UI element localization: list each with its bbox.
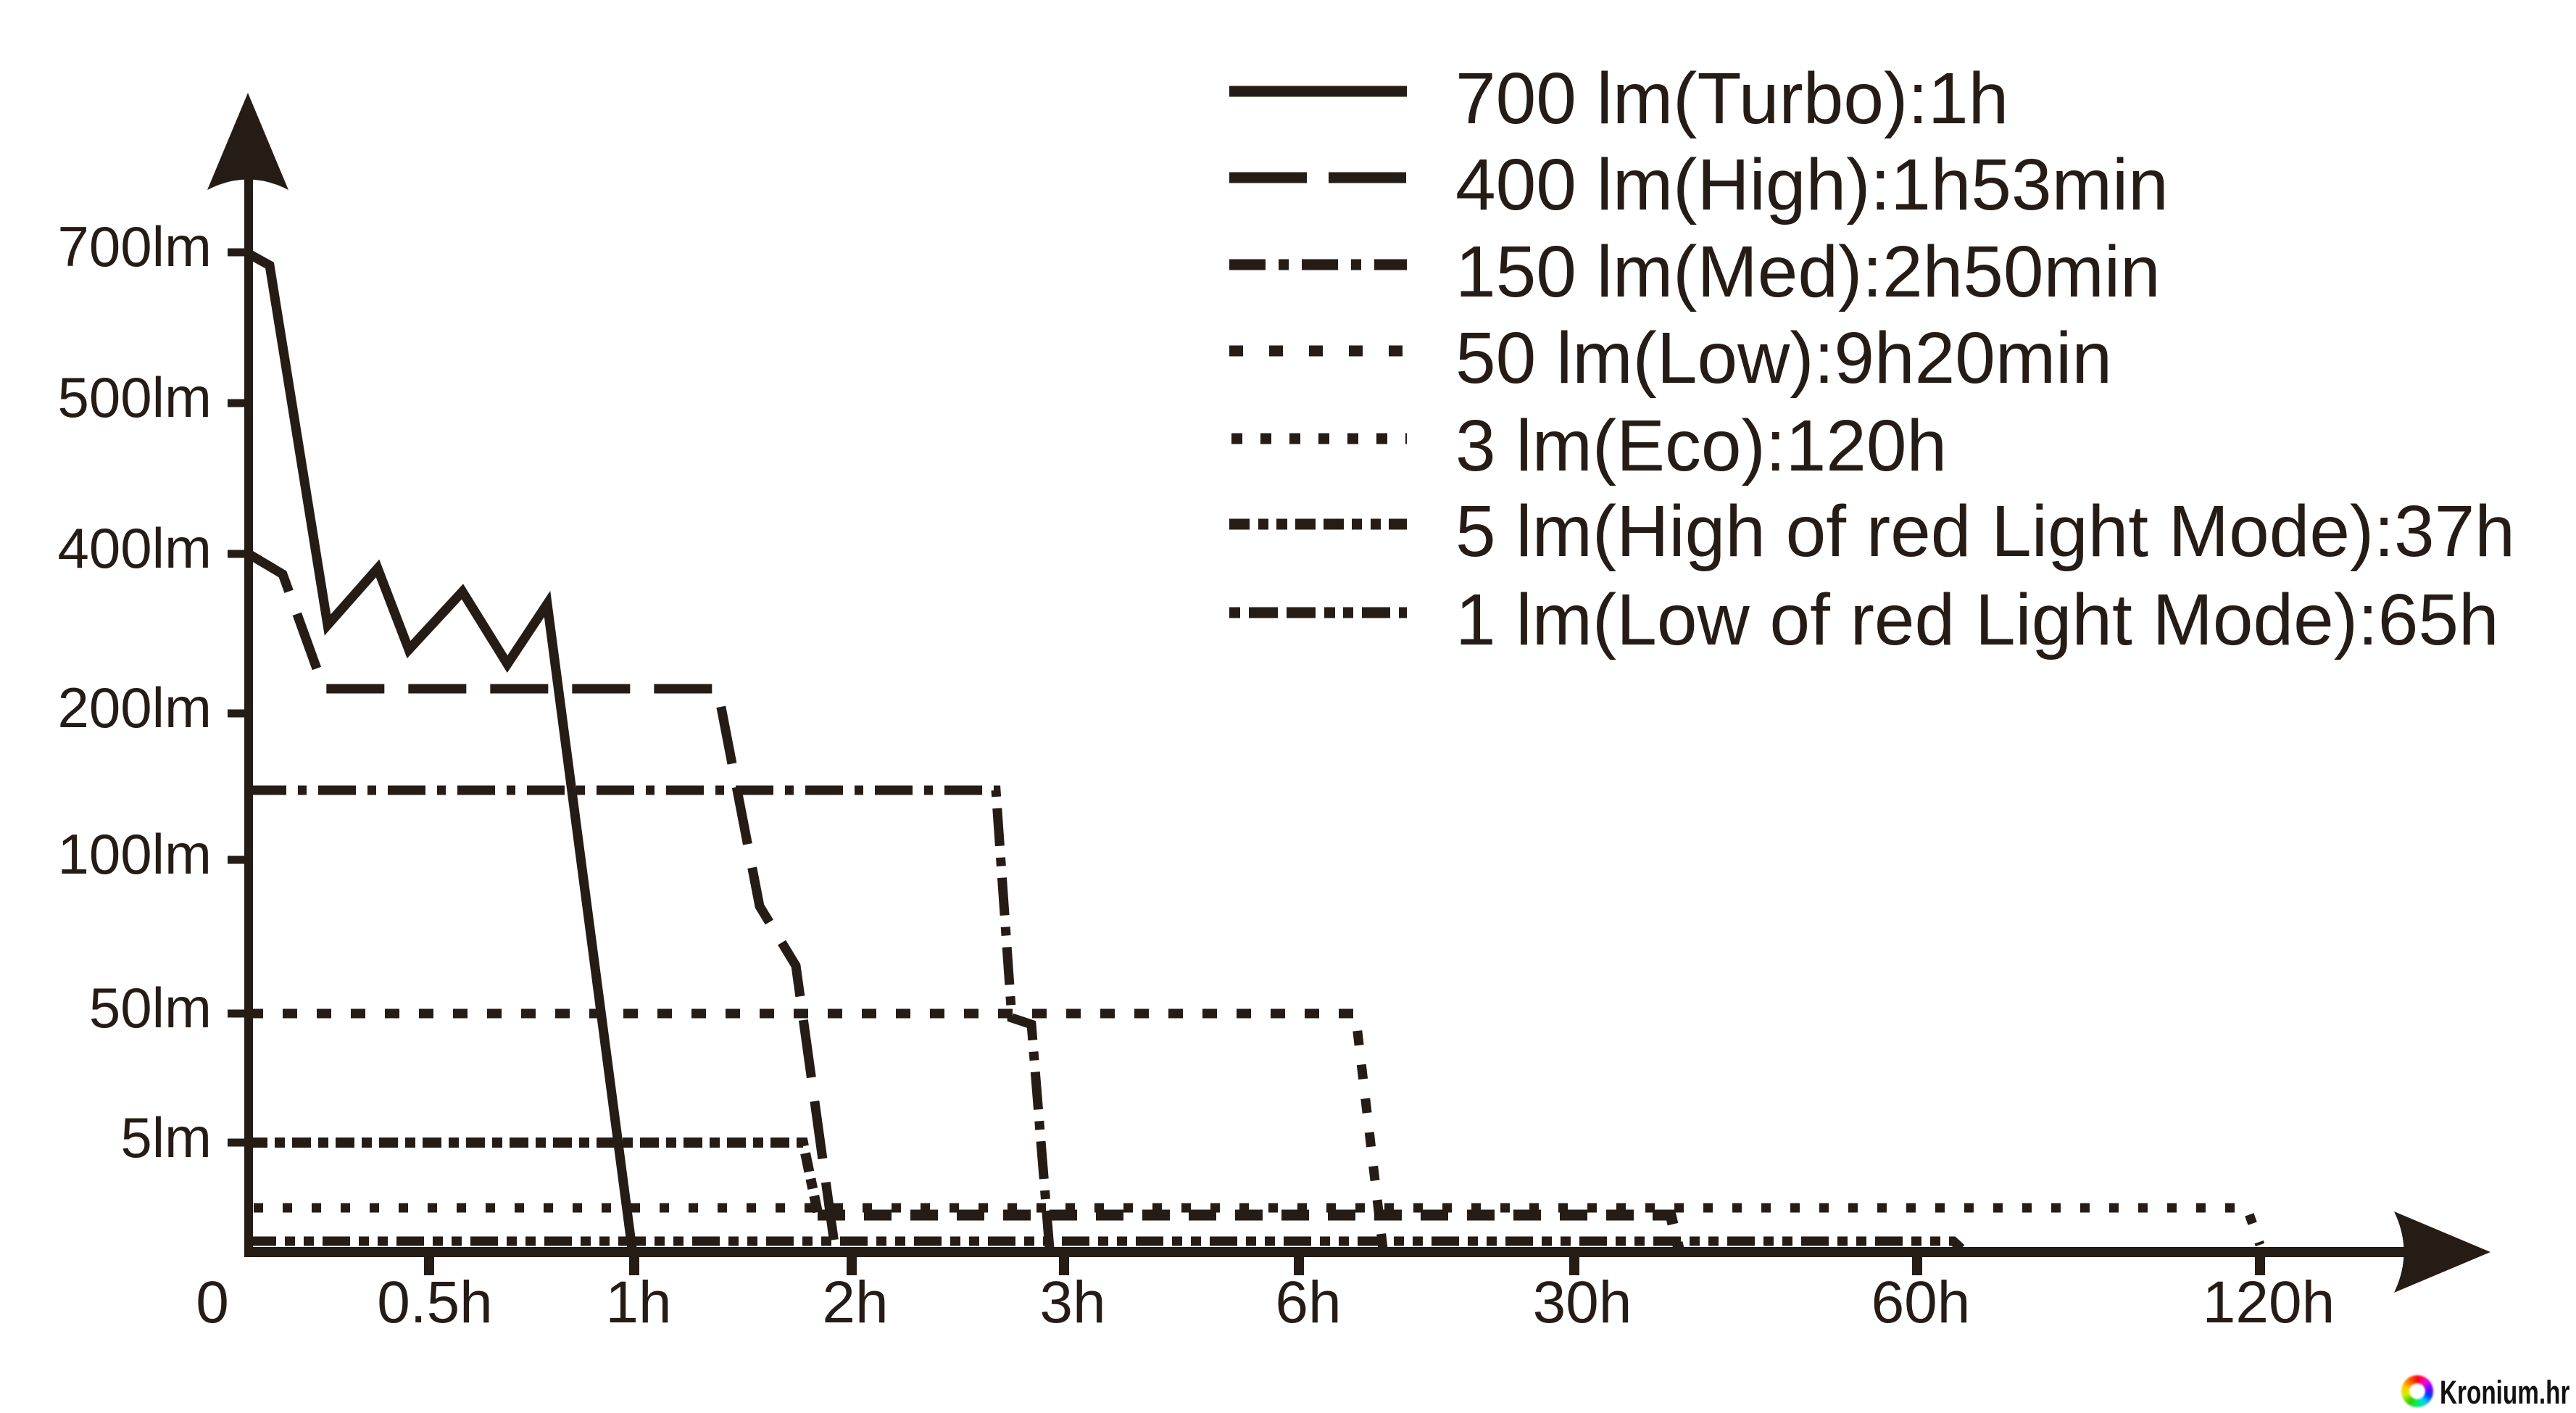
svg-text:5lm: 5lm bbox=[120, 1106, 212, 1169]
svg-text:200lm: 200lm bbox=[58, 676, 212, 739]
svg-text:Kronium.hr: Kronium.hr bbox=[2440, 1375, 2569, 1411]
svg-text:3h: 3h bbox=[1039, 1269, 1105, 1335]
svg-text:120h: 120h bbox=[2203, 1269, 2335, 1335]
svg-text:0: 0 bbox=[196, 1269, 229, 1335]
svg-text:150 lm(Med):2h50min: 150 lm(Med):2h50min bbox=[1455, 231, 2161, 312]
svg-text:6h: 6h bbox=[1275, 1269, 1341, 1335]
svg-text:700 lm(Turbo):1h: 700 lm(Turbo):1h bbox=[1455, 58, 2008, 139]
svg-text:100lm: 100lm bbox=[58, 822, 212, 886]
svg-text:700lm: 700lm bbox=[58, 215, 212, 278]
svg-text:30h: 30h bbox=[1533, 1269, 1632, 1335]
svg-text:50 lm(Low):9h20min: 50 lm(Low):9h20min bbox=[1455, 318, 2112, 399]
svg-text:500lm: 500lm bbox=[58, 365, 212, 429]
svg-text:400lm: 400lm bbox=[58, 516, 212, 580]
svg-text:0.5h: 0.5h bbox=[377, 1269, 493, 1335]
svg-text:50lm: 50lm bbox=[89, 976, 212, 1040]
svg-text:2h: 2h bbox=[822, 1269, 888, 1335]
svg-text:5 lm(High of red Light Mode):3: 5 lm(High of red Light Mode):37h bbox=[1455, 491, 2515, 572]
svg-text:1h: 1h bbox=[605, 1269, 671, 1335]
svg-text:400 lm(High):1h53min: 400 lm(High):1h53min bbox=[1455, 144, 2169, 225]
svg-text:3 lm(Eco):120h: 3 lm(Eco):120h bbox=[1455, 405, 1947, 486]
svg-text:1 lm(Low of red Light Mode):65: 1 lm(Low of red Light Mode):65h bbox=[1455, 579, 2499, 660]
svg-text:60h: 60h bbox=[1871, 1269, 1971, 1335]
